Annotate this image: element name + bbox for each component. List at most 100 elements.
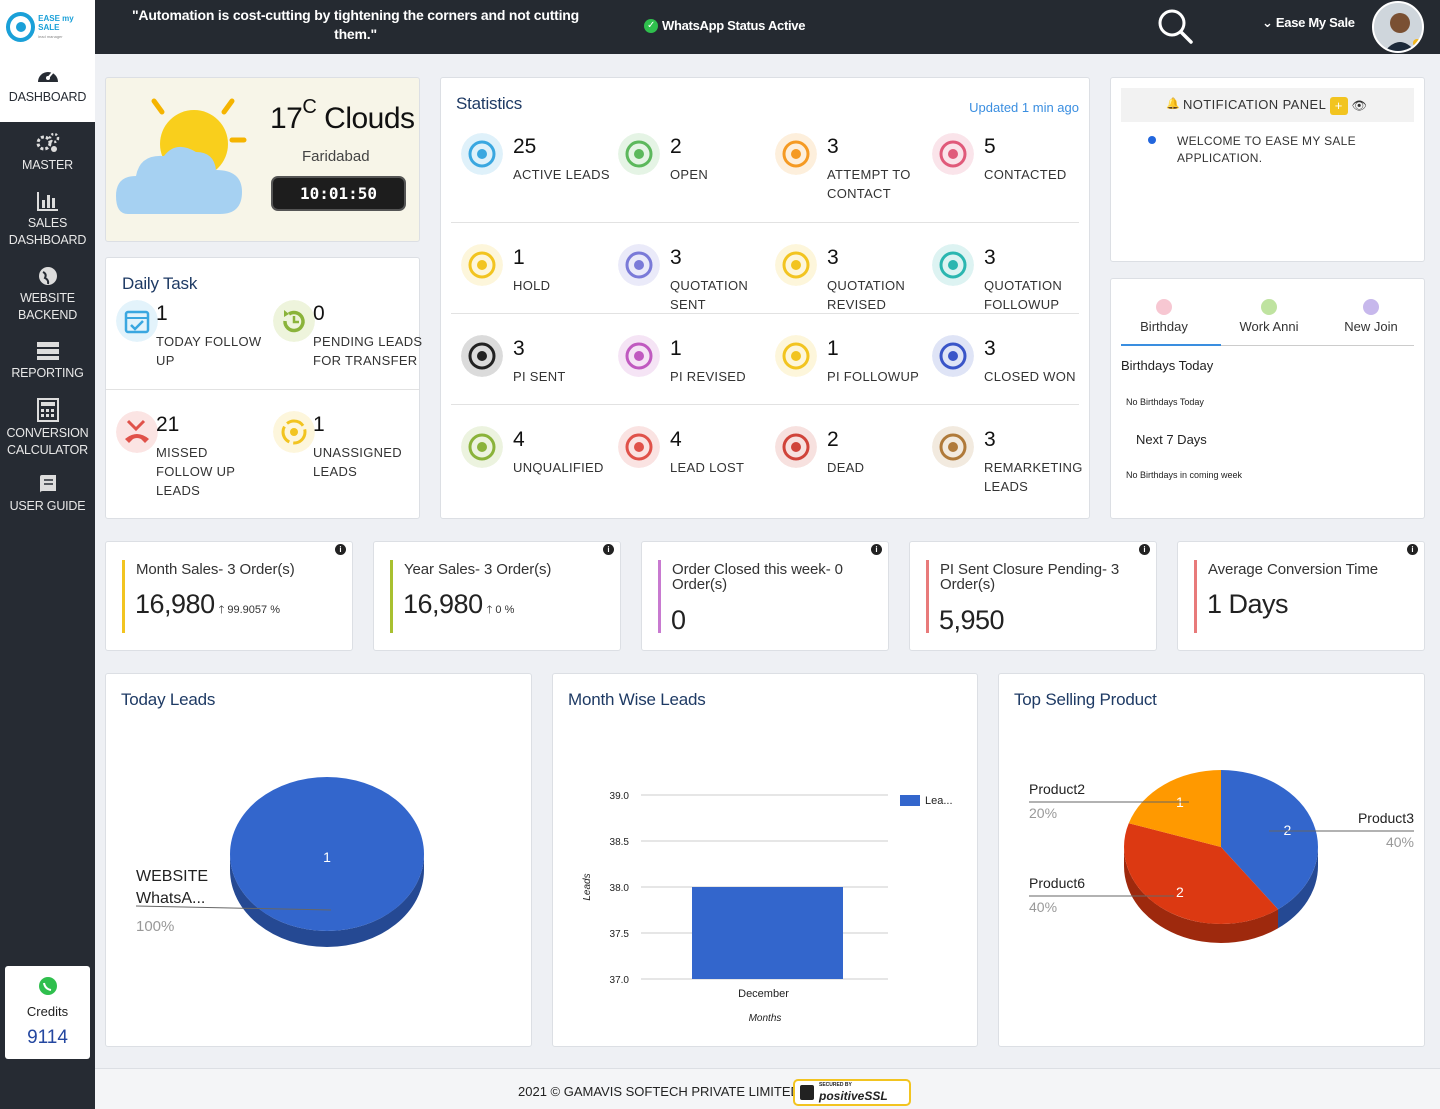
user-menu[interactable]: ⌄ Ease My Sale xyxy=(1262,15,1355,31)
calendar-check-icon xyxy=(116,300,158,342)
y-axis-label: Leads xyxy=(582,873,593,900)
stat-quotation-revised[interactable]: 3 QUOTATION REVISED xyxy=(775,244,925,324)
pie-slice[interactable] xyxy=(1124,823,1279,924)
stat-label: CONTACTED xyxy=(984,167,1067,182)
stat-active-leads[interactable]: 25 ACTIVE LEADS xyxy=(461,133,611,213)
sun-cloud-icon xyxy=(116,98,247,214)
stat-count: 3 xyxy=(670,246,682,269)
status-icon xyxy=(775,244,817,286)
kpi-card[interactable]: PI Sent Closure Pending- 3 Order(s) 5,950… xyxy=(909,541,1157,651)
credits-widget[interactable]: Credits 9114 xyxy=(5,966,90,1059)
stat-closed-won[interactable]: 3 CLOSED WON xyxy=(932,335,1082,415)
stat-contacted[interactable]: 5 CONTACTED xyxy=(932,133,1082,213)
info-icon[interactable]: i xyxy=(1139,544,1150,555)
pie-slice[interactable] xyxy=(230,777,424,931)
status-icon xyxy=(461,244,503,286)
app-logo[interactable]: EASE my SALE lead manager xyxy=(0,0,95,54)
stat-count: 3 xyxy=(984,246,996,269)
info-icon[interactable]: i xyxy=(1407,544,1418,555)
status-icon xyxy=(932,133,974,175)
stat-remarketing-leads[interactable]: 3 REMARKETING LEADS xyxy=(932,426,1082,506)
missed-call-icon xyxy=(116,411,158,453)
report-icon xyxy=(36,342,59,360)
pie-slice[interactable] xyxy=(1128,770,1221,847)
sidebar-item-master[interactable]: MASTER xyxy=(0,122,95,180)
weather-city: Faridabad xyxy=(302,148,370,165)
status-icon xyxy=(932,426,974,468)
status-icon xyxy=(461,133,503,175)
y-tick-label: 38.5 xyxy=(610,837,630,848)
kpi-change: 🡑 0 % xyxy=(486,604,515,616)
stat-open[interactable]: 2 OPEN xyxy=(618,133,768,213)
status-icon xyxy=(618,244,660,286)
notification-message: WELCOME TO EASE MY SALE APPLICATION. xyxy=(1177,134,1356,165)
stat-dead[interactable]: 2 DEAD xyxy=(775,426,925,506)
task-unassigned-leads[interactable]: 1 UNASSIGNED LEADS xyxy=(273,411,418,506)
task-missed-follow-up[interactable]: 21 MISSED FOLLOW UP LEADS xyxy=(116,411,266,506)
kpi-accent xyxy=(1194,560,1197,633)
task-pending-leads[interactable]: 0 PENDING LEADS FOR TRANSFER xyxy=(273,300,422,390)
sidebar-item-website-backend[interactable]: WEBSITE BACKEND xyxy=(0,255,95,330)
stat-attempt-to-contact[interactable]: 3 ATTEMPT TO CONTACT xyxy=(775,133,925,213)
divider xyxy=(451,404,1079,405)
sidebar-item-reporting[interactable]: REPORTING xyxy=(0,330,95,388)
pie-value-label: 1 xyxy=(323,849,331,865)
stat-unqualified[interactable]: 4 UNQUALIFIED xyxy=(461,426,611,506)
avatar[interactable] xyxy=(1372,1,1424,53)
stat-count: 1 xyxy=(670,337,682,360)
sidebar-item-user-guide[interactable]: USER GUIDE xyxy=(0,463,95,521)
divider xyxy=(106,389,419,390)
divider xyxy=(1221,345,1414,346)
arrow-up-icon: 🡑 xyxy=(486,604,493,616)
stat-quotation-followup[interactable]: 3 QUOTATION FOLLOWUP xyxy=(932,244,1082,324)
clock: 10:01:50 xyxy=(271,176,406,211)
info-icon[interactable]: i xyxy=(335,544,346,555)
kpi-value-row: 1 Days xyxy=(1207,589,1289,620)
stat-label: PI FOLLOWUP xyxy=(827,369,920,384)
kpi-card[interactable]: Average Conversion Time 1 Days i xyxy=(1177,541,1425,651)
eye-icon[interactable]: 👁 xyxy=(1351,98,1368,113)
chevron-down-icon: ⌄ xyxy=(1262,15,1273,30)
stat-pi-sent[interactable]: 3 PI SENT xyxy=(461,335,611,415)
info-icon[interactable]: i xyxy=(871,544,882,555)
stat-count: 5 xyxy=(984,135,996,158)
stat-count: 4 xyxy=(670,428,682,451)
ssl-badge[interactable]: SECURED BY positiveSSL xyxy=(793,1079,911,1106)
pie-slice[interactable] xyxy=(1221,770,1318,910)
stat-label: CLOSED WON xyxy=(984,369,1076,384)
add-notification-icon[interactable]: + xyxy=(1329,97,1348,115)
task-today-follow-up[interactable]: 1 TODAY FOLLOW UP xyxy=(116,300,266,390)
kpi-card[interactable]: Order Closed this week- 0 Order(s) 0 i xyxy=(641,541,889,651)
bar-chart-icon xyxy=(36,192,58,211)
sidebar-item-sales-dashboard[interactable]: SALES DASHBOARD xyxy=(0,180,95,255)
users-icon xyxy=(1363,299,1379,315)
celebrations-panel: Birthday Work Anni New Join Birthdays To… xyxy=(1110,278,1425,519)
tab-work-anni[interactable]: Work Anni xyxy=(1224,299,1314,334)
stat-count: 3 xyxy=(984,337,996,360)
pie-slice-percent: 20% xyxy=(1029,805,1057,821)
bar[interactable] xyxy=(692,887,843,979)
header-quote: "Automation is cost-cutting by tightenin… xyxy=(131,7,580,42)
stat-pi-revised[interactable]: 1 PI REVISED xyxy=(618,335,768,415)
sidebar-item-conversion-calculator[interactable]: CONVERSION CALCULATOR xyxy=(0,388,95,463)
kpi-card[interactable]: Month Sales- 3 Order(s) 16,980 🡑 99.9057 %… xyxy=(105,541,353,651)
stat-label: PI REVISED xyxy=(670,369,746,384)
tab-new-join[interactable]: New Join xyxy=(1326,299,1416,334)
stat-count: 3 xyxy=(827,246,839,269)
kpi-card[interactable]: Year Sales- 3 Order(s) 16,980 🡑 0 % i xyxy=(373,541,621,651)
info-icon[interactable]: i xyxy=(603,544,614,555)
sidebar-item-label: DASHBOARD xyxy=(8,90,87,104)
sidebar-item-dashboard[interactable]: DASHBOARD xyxy=(0,54,95,122)
kpi-accent xyxy=(658,560,661,633)
stat-lead-lost[interactable]: 4 LEAD LOST xyxy=(618,426,768,506)
divider xyxy=(451,222,1079,223)
kpi-title: Year Sales- 3 Order(s) xyxy=(404,561,552,578)
avatar-image xyxy=(1374,3,1422,51)
stat-pi-followup[interactable]: 1 PI FOLLOWUP xyxy=(775,335,925,415)
search-icon[interactable] xyxy=(1157,8,1193,44)
sidebar: DASHBOARD MASTER SALES DASHBOARD WEBSITE… xyxy=(0,54,95,1109)
stat-quotation-sent[interactable]: 3 QUOTATION SENT xyxy=(618,244,768,324)
birthdays-today-text: No Birthdays Today xyxy=(1126,397,1204,407)
tab-birthday[interactable]: Birthday xyxy=(1119,299,1209,334)
stat-hold[interactable]: 1 HOLD xyxy=(461,244,611,324)
